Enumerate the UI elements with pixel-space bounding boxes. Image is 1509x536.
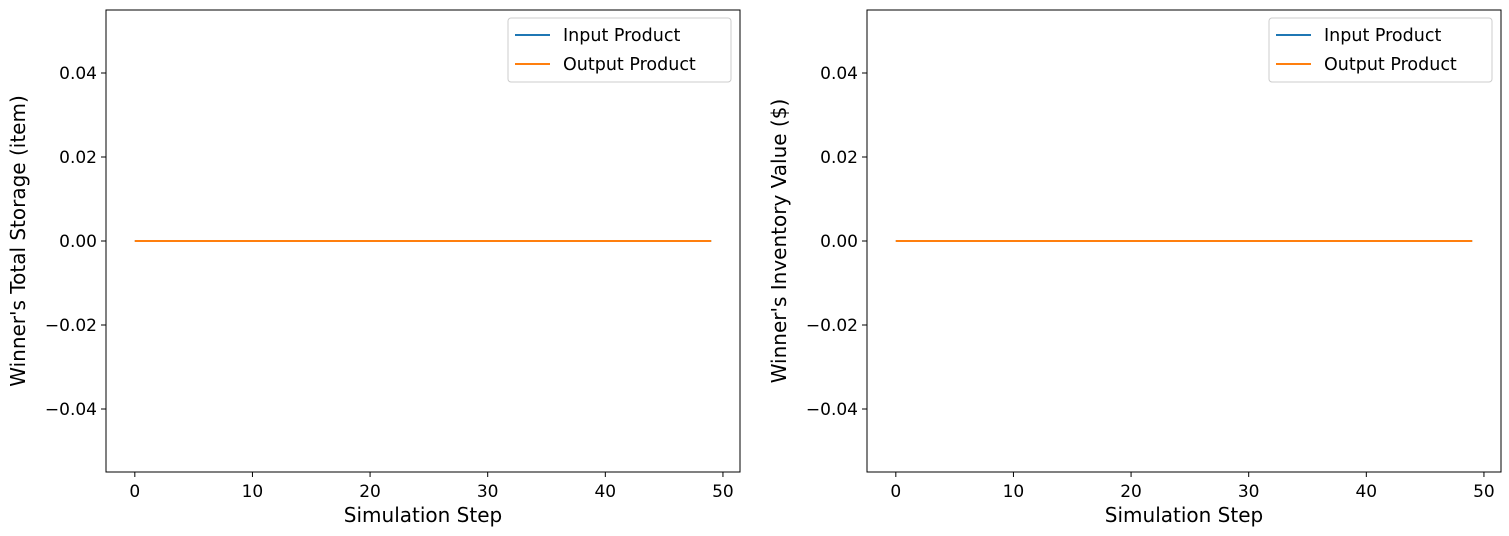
y-axis-label: Winner's Total Storage (item) — [6, 95, 30, 387]
y-tick-label: 0.02 — [59, 148, 97, 168]
y-tick-label: 0.04 — [59, 64, 97, 84]
x-tick-label: 0 — [890, 482, 901, 502]
x-tick-label: 10 — [242, 482, 264, 502]
x-tick-label: 30 — [1238, 482, 1260, 502]
y-tick-label: −0.04 — [806, 400, 858, 420]
x-axis-label: Simulation Step — [1105, 503, 1263, 527]
y-tick-label: −0.02 — [806, 316, 858, 336]
x-tick-label: 20 — [1120, 482, 1142, 502]
chart-panel-1: 0 10 20 30 40 50 −0.04 −0.02 0.00 0.02 0.04 Simulat… — [6, 9, 741, 527]
legend-label: Input Product — [563, 26, 680, 46]
y-axis-label: Winner's Inventory Value ($) — [767, 99, 791, 384]
y-tick-label: −0.04 — [45, 400, 97, 420]
legend: Input Product Output Product — [507, 17, 732, 83]
chart-panel-2: 0 10 20 30 40 50 −0.04 −0.02 0.00 0.02 0.04 Simulat… — [767, 9, 1502, 527]
x-axis-label: Simulation Step — [344, 503, 502, 527]
x-tick-label: 30 — [477, 482, 499, 502]
y-tick-label: −0.02 — [45, 316, 97, 336]
y-tick-label: 0.04 — [820, 64, 858, 84]
x-tick-label: 40 — [594, 482, 616, 502]
legend-box — [507, 17, 732, 83]
x-tick-label: 10 — [1003, 482, 1025, 502]
legend: Input Product Output Product — [1268, 17, 1493, 83]
legend-box — [1268, 17, 1493, 83]
y-tick-label: 0.02 — [820, 148, 858, 168]
x-tick-label: 50 — [712, 482, 734, 502]
legend-label: Output Product — [563, 55, 696, 75]
x-tick-label: 20 — [359, 482, 381, 502]
y-tick-label: 0.00 — [820, 232, 858, 252]
legend-label: Output Product — [1324, 55, 1457, 75]
legend-label: Input Product — [1324, 26, 1441, 46]
x-tick-label: 40 — [1355, 482, 1377, 502]
y-tick-label: 0.00 — [59, 232, 97, 252]
x-tick-label: 50 — [1473, 482, 1495, 502]
x-tick-label: 0 — [129, 482, 140, 502]
